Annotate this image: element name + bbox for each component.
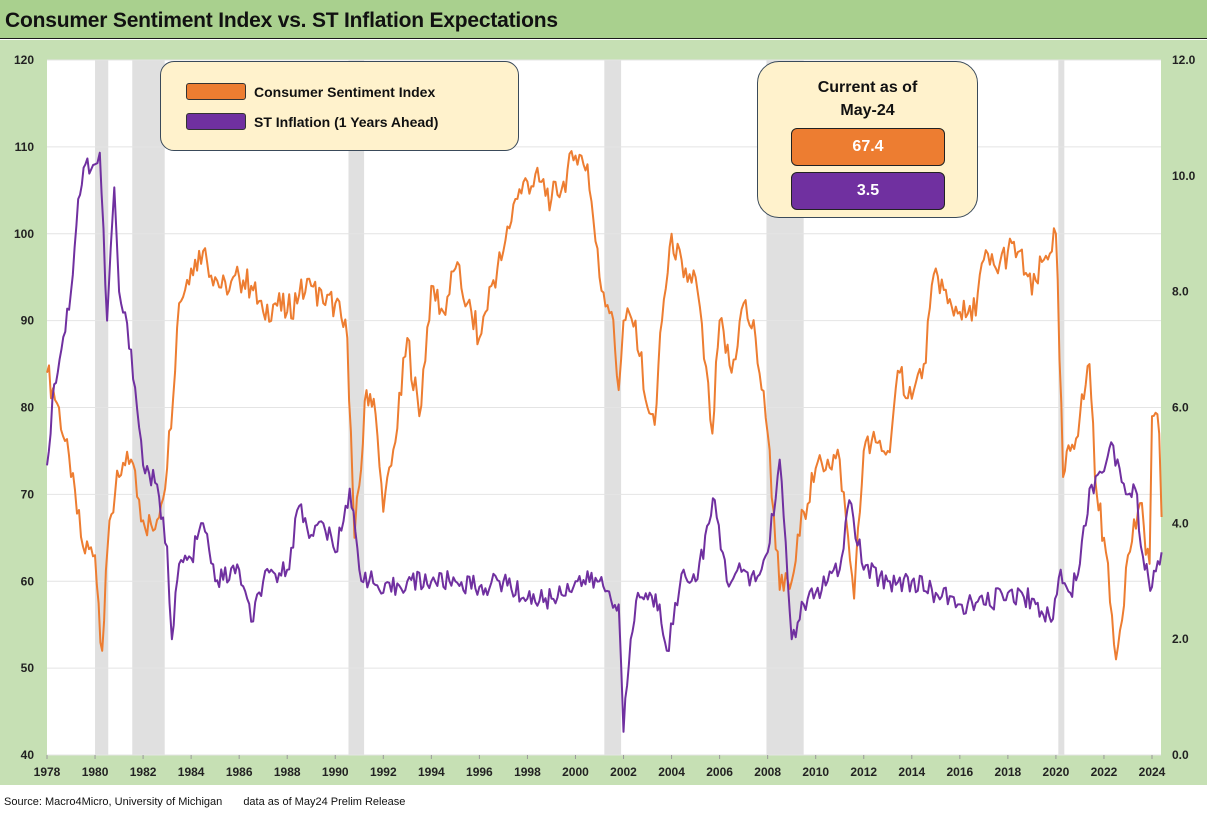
legend-swatch-orange xyxy=(186,83,246,100)
x-tick-label: 2012 xyxy=(850,765,877,779)
legend-item-inflation: ST Inflation (1 Years Ahead) xyxy=(186,113,438,130)
x-tick-label: 1992 xyxy=(370,765,397,779)
current-date: May-24 xyxy=(840,102,895,119)
x-tick-label: 2024 xyxy=(1139,765,1166,779)
x-tick-label: 1994 xyxy=(418,765,445,779)
x-tick-label: 2016 xyxy=(946,765,973,779)
x-tick-label: 1982 xyxy=(130,765,157,779)
x-tick-label: 2004 xyxy=(658,765,685,779)
x-tick-label: 2000 xyxy=(562,765,589,779)
x-tick-label: 2002 xyxy=(610,765,637,779)
x-tick-label: 2022 xyxy=(1091,765,1118,779)
y-right-tick-label: 2.0 xyxy=(1172,632,1189,646)
x-tick-label: 2010 xyxy=(802,765,829,779)
chart-title: Consumer Sentiment Index vs. ST Inflatio… xyxy=(5,9,558,32)
y-right-tick-label: 6.0 xyxy=(1172,401,1189,415)
y-left-tick-label: 110 xyxy=(15,140,35,154)
y-left-tick-label: 40 xyxy=(21,748,35,762)
x-tick-label: 1980 xyxy=(82,765,109,779)
x-tick-label: 2020 xyxy=(1043,765,1070,779)
y-left-tick-label: 60 xyxy=(21,574,35,588)
y-right-tick-label: 8.0 xyxy=(1172,285,1189,299)
y-left-tick-label: 100 xyxy=(14,227,34,241)
legend-swatch-purple xyxy=(186,113,246,130)
footer: Source: Macro4Micro, University of Michi… xyxy=(4,796,423,808)
current-inflation-value: 3.5 xyxy=(791,172,945,210)
legend: Consumer Sentiment Index ST Inflation (1… xyxy=(160,61,519,151)
y-left-tick-label: 120 xyxy=(14,53,34,67)
x-tick-label: 1986 xyxy=(226,765,253,779)
current-title: Current as of May-24 xyxy=(758,76,977,122)
title-bar: Consumer Sentiment Index vs. ST Inflatio… xyxy=(0,0,1207,39)
current-title-line1: Current as of xyxy=(817,79,918,96)
y-right-tick-label: 12.0 xyxy=(1172,53,1196,67)
inflation-line xyxy=(46,151,1163,733)
source-text: Source: Macro4Micro, University of Michi… xyxy=(4,796,223,808)
y-right-tick-label: 4.0 xyxy=(1172,516,1189,530)
current-sentiment-value: 67.4 xyxy=(791,128,945,166)
x-tick-label: 1988 xyxy=(274,765,301,779)
x-tick-label: 2008 xyxy=(754,765,781,779)
sentiment-line xyxy=(46,150,1163,661)
y-left-tick-label: 50 xyxy=(21,661,35,675)
y-left-tick-label: 80 xyxy=(21,401,35,415)
x-tick-label: 2006 xyxy=(706,765,733,779)
data-note: data as of May24 Prelim Release xyxy=(243,796,406,808)
y-left-tick-label: 70 xyxy=(21,487,35,501)
legend-label: ST Inflation (1 Years Ahead) xyxy=(254,113,439,130)
y-right-tick-label: 0.0 xyxy=(1172,748,1189,762)
x-tick-label: 1998 xyxy=(514,765,541,779)
y-left-tick-label: 90 xyxy=(21,314,35,328)
y-right-tick-label: 10.0 xyxy=(1172,169,1196,183)
x-tick-label: 1996 xyxy=(466,765,493,779)
x-tick-label: 2014 xyxy=(898,765,925,779)
legend-label: Consumer Sentiment Index xyxy=(254,83,436,100)
current-values-box: Current as of May-24 67.4 3.5 xyxy=(757,61,978,218)
x-tick-label: 1984 xyxy=(178,765,205,779)
legend-item-sentiment: Consumer Sentiment Index xyxy=(186,83,435,100)
x-tick-label: 2018 xyxy=(995,765,1022,779)
x-tick-label: 1978 xyxy=(34,765,61,779)
x-tick-label: 1990 xyxy=(322,765,349,779)
